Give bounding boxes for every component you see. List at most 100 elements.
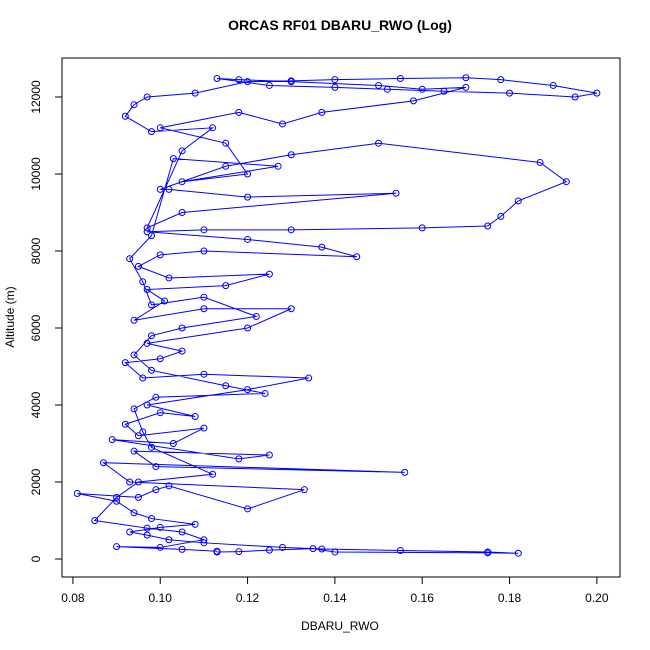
data-point [274, 162, 282, 170]
data-point [178, 545, 186, 553]
data-point [536, 158, 544, 166]
data-point [222, 282, 230, 290]
data-point [108, 436, 116, 444]
data-point [213, 75, 221, 83]
data-point [278, 543, 286, 551]
data-point [287, 305, 295, 313]
data-point [213, 547, 221, 555]
x-tick-label: 0.20 [585, 591, 609, 605]
data-point [148, 366, 156, 374]
x-tick-label: 0.10 [149, 591, 173, 605]
x-tick-label: 0.12 [236, 591, 260, 605]
data-point [126, 255, 134, 263]
data-point [200, 536, 208, 544]
data-point [99, 459, 107, 467]
data-point [165, 185, 173, 193]
data-point [130, 447, 138, 455]
y-axis-label: Altitude (m) [3, 286, 17, 347]
data-point [169, 439, 177, 447]
y-tick-label: 10000 [29, 157, 43, 191]
data-point [178, 178, 186, 186]
data-point [143, 228, 151, 236]
y-tick-label: 0 [29, 555, 43, 562]
data-point [191, 89, 199, 97]
data-point [178, 528, 186, 536]
data-point [139, 278, 147, 286]
data-point [235, 108, 243, 116]
data-point [143, 285, 151, 293]
data-point [191, 413, 199, 421]
data-point [113, 493, 121, 501]
data-point [244, 235, 252, 243]
data-point [130, 316, 138, 324]
data-point [287, 78, 295, 86]
data-point [156, 355, 164, 363]
data-point [331, 76, 339, 84]
data-point [235, 455, 243, 463]
data-point [287, 226, 295, 234]
data-point [156, 543, 164, 551]
data-point [209, 124, 217, 132]
data-point [156, 523, 164, 531]
data-point [593, 89, 601, 97]
data-point [91, 516, 99, 524]
data-point [252, 312, 260, 320]
data-point [134, 478, 142, 486]
data-point [244, 505, 252, 513]
chart-title: ORCAS RF01 DBARU_RWO (Log) [228, 17, 452, 33]
y-tick-label: 12000 [29, 80, 43, 114]
x-tick-label: 0.16 [411, 591, 435, 605]
data-point [130, 101, 138, 109]
data-point [401, 468, 409, 476]
data-point [331, 548, 339, 556]
y-tick-label: 2000 [29, 468, 43, 495]
data-point [514, 549, 522, 557]
x-axis-label: DBARU_RWO [301, 619, 379, 633]
data-point [148, 443, 156, 451]
y-tick-label: 6000 [29, 314, 43, 341]
data-point [121, 112, 129, 120]
data-point [418, 85, 426, 93]
data-point [200, 424, 208, 432]
data-point [244, 324, 252, 332]
data-point [165, 536, 173, 544]
x-tick-label: 0.08 [61, 591, 85, 605]
x-tick-label: 0.18 [498, 591, 522, 605]
data-point [396, 547, 404, 555]
data-point [148, 128, 156, 136]
data-point [152, 486, 160, 494]
data-point [235, 76, 243, 84]
data-point [130, 405, 138, 413]
data-point [383, 85, 391, 93]
data-point [222, 382, 230, 390]
data-point [200, 370, 208, 378]
data-point [287, 151, 295, 159]
data-point [278, 120, 286, 128]
data-point [143, 524, 151, 532]
data-point [148, 515, 156, 523]
data-point [139, 374, 147, 382]
data-point [161, 297, 169, 305]
data-point [244, 170, 252, 178]
data-point [318, 545, 326, 553]
data-point [156, 124, 164, 132]
data-point [121, 420, 129, 428]
data-point [375, 81, 383, 89]
data-point [152, 463, 160, 471]
data-point [244, 386, 252, 394]
y-tick-label: 4000 [29, 391, 43, 418]
data-point [222, 139, 230, 147]
data-line [77, 77, 597, 554]
data-point [113, 543, 121, 551]
data-point [200, 247, 208, 255]
data-point [126, 478, 134, 486]
data-point [156, 185, 164, 193]
data-point [265, 451, 273, 459]
data-point [134, 262, 142, 270]
data-point [440, 87, 448, 95]
data-point [318, 108, 326, 116]
data-point [143, 93, 151, 101]
data-point [200, 226, 208, 234]
data-point [156, 409, 164, 417]
